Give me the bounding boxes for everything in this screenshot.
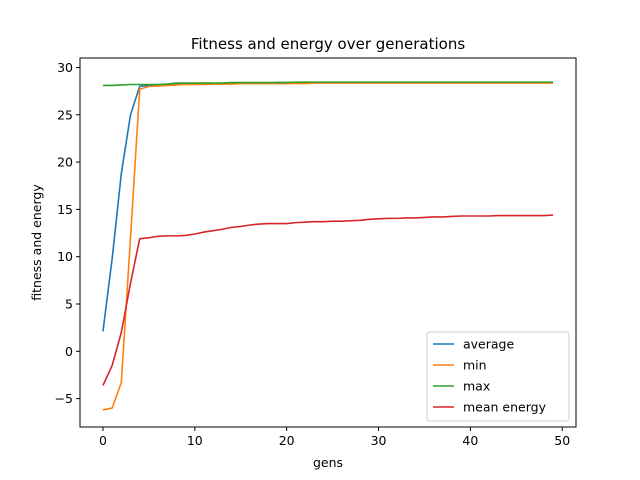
series-line-min xyxy=(102,82,554,411)
chart-title: Fitness and energy over generations xyxy=(191,35,466,53)
y-axis-title: fitness and energy xyxy=(29,184,44,301)
y-tick-label: 0 xyxy=(65,344,73,359)
series-layer xyxy=(102,81,554,411)
legend-label-mean-energy: mean energy xyxy=(463,400,547,415)
legend-label-average: average xyxy=(463,337,514,352)
y-tick-label: 10 xyxy=(57,249,73,264)
x-tick-label: 10 xyxy=(187,433,203,448)
x-tick-label: 50 xyxy=(554,433,570,448)
y-tick-label: −5 xyxy=(55,391,73,406)
y-tick-label: 20 xyxy=(57,155,73,170)
y-axis: −5 0 5 10 15 20 25 30 xyxy=(55,60,80,406)
y-tick-label: 30 xyxy=(57,60,73,75)
x-tick-label: 0 xyxy=(99,433,107,448)
legend-label-max: max xyxy=(463,379,490,394)
legend: average min max mean energy xyxy=(426,331,570,422)
y-tick-label: 15 xyxy=(57,202,73,217)
x-tick-label: 30 xyxy=(371,433,387,448)
plot-frame xyxy=(79,57,577,428)
legend-box xyxy=(426,331,570,422)
x-tick-label: 40 xyxy=(462,433,478,448)
y-tick-label: 5 xyxy=(65,297,73,312)
y-tick-label: 25 xyxy=(57,107,73,122)
series-line-mean-energy xyxy=(102,214,554,386)
x-axis-title: gens xyxy=(313,455,343,470)
x-axis: 0 10 20 30 40 50 xyxy=(99,427,570,448)
series-line-max xyxy=(102,81,554,87)
legend-label-min: min xyxy=(463,358,487,373)
x-tick-label: 20 xyxy=(279,433,295,448)
